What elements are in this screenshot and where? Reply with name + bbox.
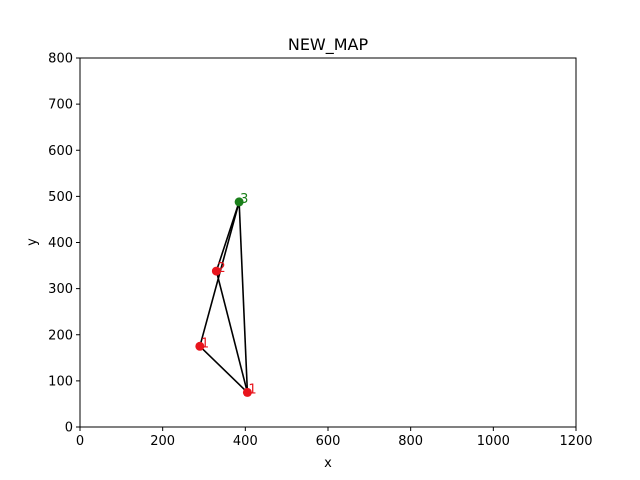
edge-line bbox=[215, 270, 249, 393]
data-point bbox=[234, 197, 244, 207]
y-tick-label: 400 bbox=[48, 236, 73, 251]
point-label: 3 bbox=[240, 192, 248, 207]
edges-layer bbox=[199, 201, 249, 393]
y-axis-ticks: 0 100 200 300 400 500 600 700 800 bbox=[48, 52, 80, 436]
data-point bbox=[195, 341, 205, 351]
y-axis-label: y bbox=[25, 238, 40, 246]
point-label: 1 bbox=[248, 382, 256, 397]
axes-frame bbox=[79, 57, 577, 428]
points-layer bbox=[195, 197, 252, 397]
x-tick-label: 400 bbox=[233, 434, 258, 449]
y-tick-label: 300 bbox=[48, 282, 73, 297]
y-tick-label: 500 bbox=[48, 190, 73, 205]
edge-line bbox=[215, 201, 240, 272]
y-tick-label: 800 bbox=[48, 52, 73, 67]
y-tick-label: 200 bbox=[48, 328, 73, 343]
y-tick-label: 0 bbox=[65, 421, 73, 436]
point-label: 1 bbox=[201, 336, 209, 351]
x-tick-label: 200 bbox=[150, 434, 175, 449]
y-tick-label: 600 bbox=[48, 144, 73, 159]
plot-area: 1 1 2 3 bbox=[79, 57, 577, 428]
x-tick-label: 600 bbox=[316, 434, 341, 449]
y-tick-label: 700 bbox=[48, 98, 73, 113]
x-tick-label: 0 bbox=[76, 434, 84, 449]
x-tick-label: 800 bbox=[398, 434, 423, 449]
y-tick-label: 100 bbox=[48, 374, 73, 389]
x-tick-label: 1200 bbox=[559, 434, 592, 449]
point-label: 2 bbox=[217, 261, 225, 276]
chart-title: NEW_MAP bbox=[288, 35, 369, 55]
x-axis-label: x bbox=[324, 456, 332, 471]
point-labels-layer: 1 1 2 3 bbox=[201, 192, 257, 397]
edge-line bbox=[238, 201, 249, 393]
data-point bbox=[211, 266, 221, 276]
edge-line bbox=[199, 345, 248, 393]
x-tick-label: 1000 bbox=[477, 434, 510, 449]
data-point bbox=[242, 387, 252, 397]
x-axis-ticks: 0 200 400 600 800 1000 1200 bbox=[76, 427, 593, 449]
